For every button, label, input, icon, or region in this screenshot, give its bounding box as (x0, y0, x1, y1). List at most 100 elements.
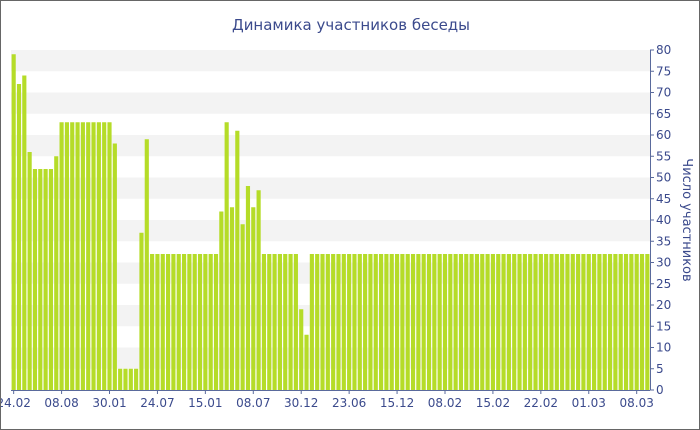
bar (538, 254, 543, 390)
x-tick-label: 08.02 (428, 396, 462, 410)
x-tick-label: 24.02 (1, 396, 31, 410)
bar (432, 254, 437, 390)
x-tick-labels: 24.02 08.08 30.01 24.07 15.01 08.07 30.12 23.06… (1, 390, 654, 410)
grid-band (11, 262, 650, 284)
bar (32, 169, 38, 390)
y-tick-label: 70 (656, 86, 671, 100)
bar (128, 368, 133, 390)
bar (592, 254, 597, 390)
bar (107, 122, 112, 390)
bar (576, 254, 581, 390)
bar (224, 122, 229, 390)
x-tick-label: 08.07 (236, 396, 270, 410)
bar (400, 254, 405, 390)
bar (267, 254, 272, 390)
bar (86, 122, 91, 390)
y-tick-label: 80 (656, 43, 671, 57)
bar (469, 254, 474, 390)
bar (565, 254, 570, 390)
bar (426, 254, 432, 390)
bar (22, 75, 27, 390)
bar (144, 139, 149, 390)
bar (192, 254, 197, 390)
bar (389, 254, 394, 390)
bar (517, 254, 522, 390)
bar (496, 254, 501, 390)
grid-band (11, 177, 650, 199)
x-tick-label: 01.03 (572, 396, 606, 410)
grid-band (11, 50, 650, 72)
bar (48, 169, 54, 390)
bar (64, 122, 69, 390)
bar (448, 254, 453, 390)
bar (368, 254, 373, 390)
bar (229, 207, 235, 390)
bar (283, 254, 288, 390)
x-tick-label: 15.01 (188, 396, 222, 410)
bar (70, 122, 75, 390)
bar (442, 254, 448, 390)
bar (160, 254, 165, 390)
bar (277, 254, 282, 390)
bar (618, 254, 623, 390)
bar (501, 254, 506, 390)
bar (75, 122, 80, 390)
bar (187, 254, 192, 390)
grid-band (11, 347, 650, 369)
bar (43, 169, 48, 390)
bar (118, 368, 123, 390)
y-tick-label: 5 (656, 362, 664, 376)
bar (166, 254, 171, 390)
y-tick-label: 0 (656, 383, 664, 397)
y-tick-label: 50 (656, 171, 671, 185)
bar (245, 186, 251, 390)
bar (613, 254, 618, 390)
bar (96, 122, 101, 390)
bar (528, 254, 533, 390)
y-tick-label: 45 (656, 192, 671, 206)
bar (11, 54, 16, 390)
bar (272, 254, 277, 390)
chart-title: Динамика участников беседы (232, 16, 470, 34)
bar (341, 254, 346, 390)
bar (208, 254, 213, 390)
bar (453, 254, 458, 390)
bar (181, 254, 187, 390)
bar (240, 224, 245, 390)
bar (288, 254, 293, 390)
bar (134, 368, 139, 390)
bar (554, 254, 559, 390)
bar (197, 254, 203, 390)
bar (639, 254, 645, 390)
bar (357, 254, 362, 390)
bar (623, 254, 629, 390)
x-tick-label: 30.01 (92, 396, 126, 410)
bar (80, 122, 85, 390)
grid-band (11, 305, 650, 327)
bar (437, 254, 442, 390)
y-tick-labels: 0 5 10 15 20 25 30 35 40 45 50 55 60 65 70 75 80 (650, 43, 671, 397)
bar (464, 254, 469, 390)
bar (91, 122, 96, 390)
bar (410, 254, 416, 390)
bar (645, 254, 650, 390)
bar (373, 254, 378, 390)
bar (607, 254, 613, 390)
y-tick-label: 10 (656, 341, 671, 355)
x-tick-label: 24.07 (140, 396, 174, 410)
bar (309, 254, 314, 390)
bar (421, 254, 426, 390)
bar (123, 368, 128, 390)
y-tick-label: 25 (656, 277, 671, 291)
bar (379, 254, 384, 390)
bar (544, 254, 549, 390)
bar (219, 211, 224, 390)
bar (629, 254, 634, 390)
bar (320, 254, 325, 390)
bar (405, 254, 410, 390)
y-tick-label: 60 (656, 128, 671, 142)
bar (251, 207, 256, 390)
bar (235, 130, 240, 390)
x-tick-label: 08.08 (44, 396, 78, 410)
